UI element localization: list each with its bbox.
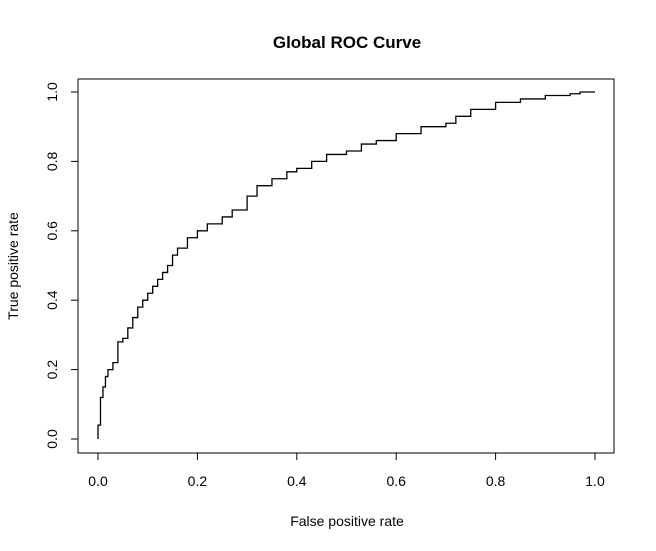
- y-tick-label: 0.4: [44, 290, 60, 310]
- y-tick-label: 1.0: [44, 82, 60, 102]
- x-axis: 0.0 0.2 0.4 0.6 0.8 1.0: [88, 452, 605, 489]
- x-tick-label: 0.8: [486, 473, 506, 489]
- x-tick-label: 0.6: [386, 473, 406, 489]
- x-tick-label: 0.0: [88, 473, 108, 489]
- chart-title: Global ROC Curve: [273, 33, 421, 52]
- y-axis-label: True positive rate: [5, 212, 21, 320]
- plot-frame: [77, 78, 615, 454]
- y-tick-label: 0.0: [44, 429, 60, 449]
- y-tick-label: 0.2: [44, 360, 60, 380]
- y-tick-label: 0.6: [44, 221, 60, 241]
- y-axis: 0.0 0.2 0.4 0.6 0.8 1.0: [44, 82, 79, 449]
- x-tick-label: 1.0: [585, 473, 605, 489]
- x-tick-label: 0.2: [188, 473, 208, 489]
- x-tick-label: 0.4: [287, 473, 307, 489]
- y-tick-label: 0.8: [44, 151, 60, 171]
- x-axis-label: False positive rate: [290, 513, 404, 529]
- roc-curve-line: [97, 91, 595, 439]
